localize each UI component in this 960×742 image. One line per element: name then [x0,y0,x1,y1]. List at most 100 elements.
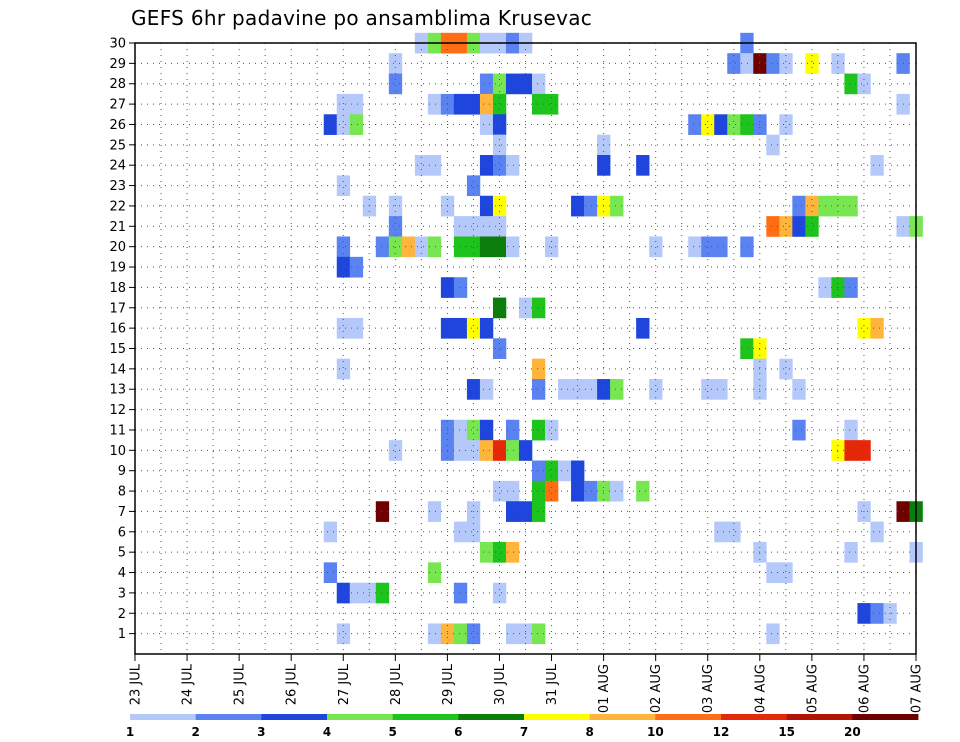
heatmap-cell [584,480,598,502]
y-tick-label: 28 [109,77,126,92]
y-tick-label: 9 [118,464,126,479]
heatmap-cell [571,460,585,482]
heatmap-cell [375,582,390,604]
heatmap-cell [336,623,351,645]
heatmap-cell [336,256,351,278]
colorbar-swatch [130,714,197,720]
heatmap-cell [492,338,507,359]
heatmap-cell [388,440,403,461]
heatmap-cell [636,480,650,502]
heatmap-cell [740,236,754,258]
colorbar-swatch [852,714,919,720]
heatmap-cell [349,256,364,278]
heatmap-cell [532,73,546,95]
heatmap-cell [492,440,507,461]
heatmap-cell [727,521,741,543]
colorbar-label: 10 [647,725,664,739]
heatmap-cell [870,317,884,339]
heatmap-cell [388,73,403,95]
heatmap-cell [479,114,494,135]
heatmap-cell [532,460,546,482]
heatmap-cell [505,419,520,441]
heatmap-cell [805,195,819,217]
heatmap-cell [610,379,624,400]
y-tick-label: 30 [109,37,126,52]
y-axis: 1234567891011121314151617181920212223242… [109,37,135,642]
heatmap-cell [649,236,663,258]
heatmap-cell [492,155,507,176]
heatmap-cell [844,440,858,461]
heatmap-cell [505,480,520,502]
heatmap-cell [466,440,481,461]
heatmap-cell [427,236,442,258]
heatmap-cell [714,521,728,543]
grid-layer [135,42,916,654]
colorbar-label: 8 [585,725,593,739]
y-tick-label: 4 [118,566,126,581]
heatmap-cell [453,623,468,645]
colorbar-swatch [327,714,394,720]
heatmap-cell [466,236,481,258]
colorbar-swatch [261,714,328,720]
heatmap-cell [492,236,507,258]
heatmap-cell [505,155,520,176]
heatmap-cell [831,440,845,461]
heatmap-cell [779,216,793,237]
heatmap-cell [610,480,624,502]
heatmap-cell [492,480,507,502]
heatmap-cell [558,460,572,482]
heatmap-cell [701,114,715,135]
colorbar-swatch [392,714,459,720]
heatmap-cell [453,419,468,441]
heatmap-cell [766,53,780,74]
y-tick-label: 29 [109,57,126,72]
heatmap-cell [336,236,351,258]
heatmap-cell [766,134,780,156]
heatmap-cell [844,541,858,563]
y-tick-label: 2 [118,607,126,622]
x-tick-label: 06 AUG [857,664,872,713]
heatmap-cell [336,175,351,197]
heatmap-cell [492,93,507,115]
colorbar-swatch [786,714,853,720]
heatmap-cell [740,53,754,74]
heatmap-cell [766,216,780,237]
heatmap-cell [545,480,559,502]
heatmap-cell [349,317,364,339]
heatmap-cell [857,317,871,339]
heatmap-cell [740,338,754,359]
heatmap-cell [532,501,546,522]
heatmap-cell [844,419,858,441]
y-tick-label: 22 [109,199,126,214]
heatmap-cell [453,521,468,543]
y-tick-label: 16 [109,322,126,337]
x-tick-label: 23 JUL [129,663,144,705]
heatmap-cell [479,73,494,95]
x-tick-label: 31 JUL [545,663,560,705]
y-tick-label: 24 [109,159,126,174]
heatmap-cell [636,155,650,176]
colorbar-label: 12 [713,725,730,739]
colorbar-label: 1 [126,725,134,739]
x-tick-label: 05 AUG [805,664,820,713]
x-tick-label: 27 JUL [337,663,352,705]
y-tick-label: 3 [118,586,126,601]
heatmap-cell [336,114,351,135]
y-tick-label: 21 [109,220,126,235]
heatmap-cell [505,73,520,95]
heatmap-cell [805,53,819,74]
y-tick-label: 10 [109,444,126,459]
heatmap-cell [584,379,598,400]
heatmap-cell [532,419,546,441]
heatmap-cell [532,480,546,502]
heatmap-cell [857,73,871,95]
heatmap-cell [349,93,364,115]
heatmap-cell [792,419,806,441]
x-tick-label: 30 JUL [493,663,508,705]
heatmap-cell [688,236,702,258]
colorbar-swatch [524,714,591,720]
heatmap-cell [466,93,481,115]
colorbar-swatch [458,714,525,720]
heatmap-cell [492,216,507,237]
y-tick-label: 5 [118,546,126,561]
